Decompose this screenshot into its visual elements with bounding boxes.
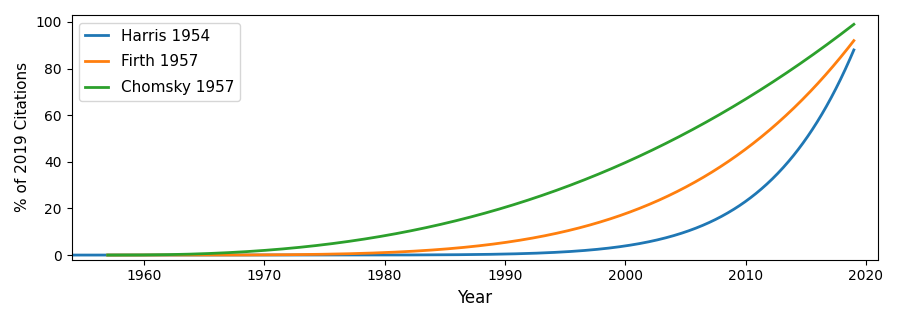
Chomsky 1957 [178, 252, 189, 256]
Harris 1954 [146, 253, 157, 257]
Firth 1957 [178, 253, 189, 257]
Harris 1954 [676, 231, 687, 235]
Harris 1954 [603, 246, 614, 250]
Line: Chomsky 1957: Chomsky 1957 [108, 24, 854, 255]
Firth 1957 [615, 213, 626, 217]
X-axis label: Year: Year [457, 289, 492, 307]
Firth 1957 [849, 39, 859, 43]
Firth 1957 [431, 248, 442, 251]
Firth 1957 [404, 250, 415, 253]
Legend: Harris 1954, Firth 1957, Chomsky 1957: Harris 1954, Firth 1957, Chomsky 1957 [79, 23, 240, 101]
Chomsky 1957 [404, 229, 415, 233]
Harris 1954 [849, 48, 859, 52]
Harris 1954 [690, 226, 701, 230]
Chomsky 1957 [615, 163, 626, 167]
Line: Firth 1957: Firth 1957 [108, 41, 854, 255]
Chomsky 1957 [103, 253, 113, 257]
Firth 1957 [103, 253, 113, 257]
Harris 1954 [410, 253, 421, 257]
Harris 1954 [67, 253, 77, 257]
Harris 1954 [382, 253, 393, 257]
Y-axis label: % of 2019 Citations: % of 2019 Citations [15, 62, 30, 213]
Chomsky 1957 [698, 122, 708, 126]
Chomsky 1957 [684, 129, 695, 133]
Chomsky 1957 [849, 23, 859, 26]
Firth 1957 [698, 175, 708, 179]
Firth 1957 [684, 183, 695, 187]
Line: Harris 1954: Harris 1954 [72, 50, 854, 255]
Chomsky 1957 [431, 223, 442, 227]
